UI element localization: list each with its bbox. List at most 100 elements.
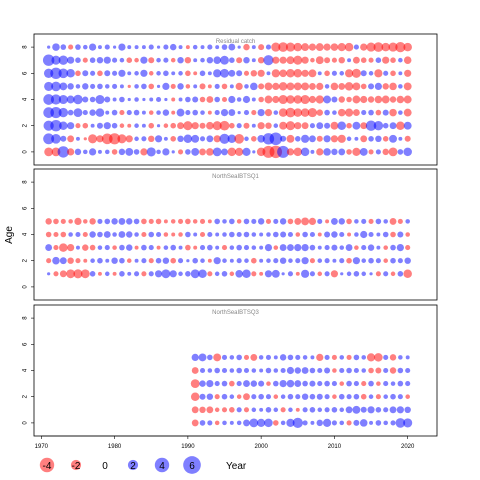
residual-point bbox=[234, 133, 244, 144]
residual-point bbox=[82, 110, 88, 116]
residual-point bbox=[170, 43, 177, 51]
residual-point bbox=[134, 71, 139, 76]
residual-point bbox=[286, 134, 295, 143]
residual-point bbox=[264, 270, 273, 278]
residual-point bbox=[67, 109, 74, 116]
residual-point bbox=[243, 122, 250, 129]
residual-point bbox=[390, 381, 396, 386]
legend-label: 2 bbox=[130, 461, 136, 472]
residual-point bbox=[59, 121, 68, 130]
residual-point bbox=[309, 258, 315, 264]
residual-point bbox=[58, 94, 68, 105]
residual-point bbox=[163, 70, 169, 77]
residual-point bbox=[383, 271, 389, 277]
residual-point bbox=[156, 231, 162, 238]
residual-point bbox=[317, 367, 323, 374]
residual-point bbox=[293, 82, 302, 91]
residual-point bbox=[339, 258, 345, 264]
panel-title: Residual catch bbox=[216, 39, 255, 45]
residual-point bbox=[119, 257, 125, 264]
residual-point bbox=[161, 269, 171, 279]
residual-point bbox=[68, 219, 73, 224]
residual-point bbox=[331, 231, 338, 238]
residual-point bbox=[171, 71, 176, 76]
residual-point bbox=[243, 245, 250, 251]
residual-point bbox=[206, 96, 214, 103]
residual-point bbox=[156, 110, 161, 115]
residual-point bbox=[352, 109, 360, 117]
residual-point bbox=[163, 219, 168, 224]
residual-point bbox=[133, 149, 140, 155]
residual-point bbox=[60, 218, 66, 224]
residual-point bbox=[279, 218, 287, 225]
residual-point bbox=[200, 258, 205, 263]
residual-point bbox=[280, 367, 286, 374]
residual-point bbox=[242, 269, 251, 279]
residual-point bbox=[50, 94, 62, 105]
residual-point bbox=[148, 245, 154, 251]
residual-point bbox=[264, 82, 273, 91]
residual-point bbox=[285, 121, 296, 131]
residual-point bbox=[105, 258, 110, 263]
y-tick-label: 4 bbox=[23, 232, 29, 236]
residual-point bbox=[170, 257, 177, 264]
residual-point bbox=[59, 243, 68, 252]
residual-point bbox=[83, 44, 88, 50]
residual-point bbox=[317, 245, 322, 250]
residual-point bbox=[89, 244, 96, 251]
residual-point bbox=[360, 393, 367, 400]
residual-point bbox=[295, 407, 300, 412]
residual-point bbox=[250, 82, 258, 91]
residual-point bbox=[207, 110, 212, 115]
residual-point bbox=[294, 380, 302, 388]
residual-point bbox=[390, 70, 396, 77]
residual-point bbox=[118, 43, 126, 51]
residual-point bbox=[192, 219, 198, 224]
residual-point bbox=[227, 134, 237, 144]
residual-point bbox=[206, 56, 214, 64]
residual-point bbox=[338, 218, 345, 225]
residual-point bbox=[323, 43, 331, 51]
residual-point bbox=[403, 108, 412, 117]
residual-point bbox=[373, 121, 384, 131]
residual-point bbox=[58, 55, 68, 65]
residual-point bbox=[310, 57, 315, 63]
residual-point bbox=[74, 148, 82, 156]
residual-point bbox=[251, 136, 257, 142]
residual-point bbox=[89, 43, 97, 51]
residual-point bbox=[361, 258, 367, 263]
residual-point bbox=[156, 71, 161, 76]
residual-point bbox=[75, 231, 81, 238]
residual-point bbox=[310, 355, 315, 360]
residual-point bbox=[178, 258, 184, 264]
legend-label: 6 bbox=[189, 461, 195, 472]
residual-point bbox=[330, 270, 339, 278]
residual-point bbox=[75, 44, 81, 50]
residual-point bbox=[251, 97, 256, 102]
residual-point bbox=[154, 270, 163, 278]
residual-point bbox=[66, 269, 76, 279]
residual-point bbox=[193, 232, 198, 237]
residual-point bbox=[213, 257, 221, 265]
residual-point bbox=[236, 407, 242, 413]
residual-point bbox=[375, 57, 382, 63]
residual-point bbox=[229, 57, 235, 63]
residual-point bbox=[171, 110, 176, 115]
residual-point bbox=[82, 83, 89, 90]
residual-point bbox=[360, 122, 368, 130]
residual-point bbox=[272, 82, 280, 90]
residual-point bbox=[148, 110, 154, 115]
residual-point bbox=[316, 82, 324, 90]
residual-point bbox=[243, 419, 250, 427]
residual-point bbox=[53, 231, 59, 238]
residual-point bbox=[325, 219, 330, 224]
residual-point bbox=[330, 82, 339, 91]
residual-point bbox=[185, 244, 191, 251]
residual-point bbox=[215, 45, 220, 50]
residual-point bbox=[214, 420, 220, 426]
residual-point bbox=[259, 245, 264, 250]
residual-point bbox=[404, 69, 412, 77]
residual-point bbox=[346, 257, 352, 264]
residual-point bbox=[389, 82, 397, 91]
residual-point bbox=[206, 393, 214, 400]
